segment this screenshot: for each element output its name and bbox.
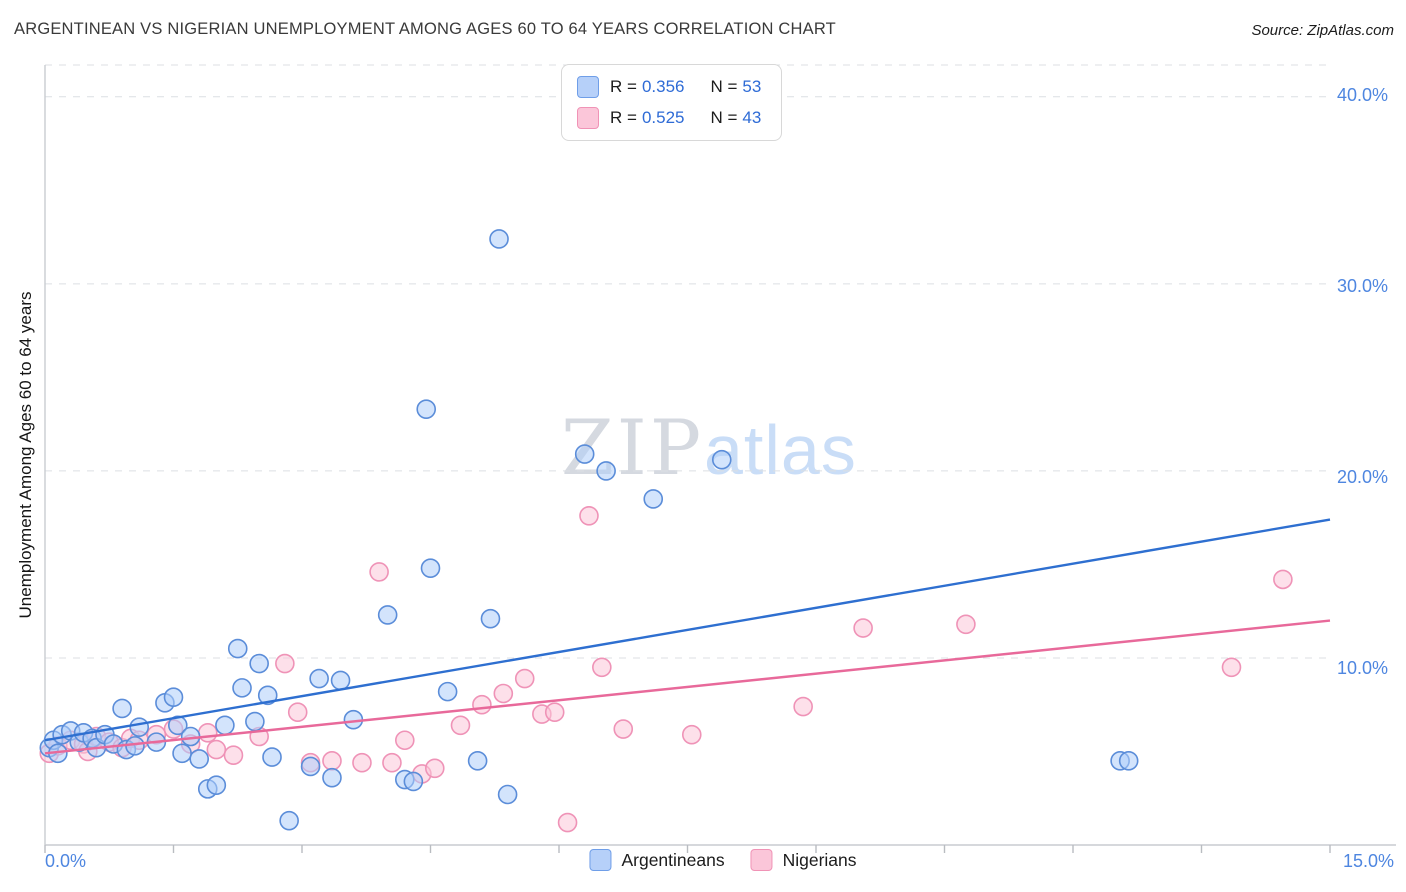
r-value: 0.525 [641,108,685,127]
data-point-argentineans [437,681,458,702]
y-tick-10: 10.0% [1337,658,1389,678]
data-point-argentineans [467,751,488,771]
r-label: R = [610,108,637,127]
data-point-nigerians [514,668,535,689]
data-point-argentineans [596,461,616,481]
n-value: 43 [742,108,762,127]
data-point-argentineans [232,678,252,698]
argentineans-swatch [577,76,599,98]
data-point-argentineans [330,670,351,691]
data-point-nigerians [352,752,372,773]
data-point-argentineans [206,775,227,795]
data-point-argentineans [215,715,235,736]
data-point-argentineans [262,747,282,767]
data-point-nigerians [275,653,295,674]
y-tick-40: 40.0% [1337,85,1389,105]
data-point-nigerians [592,657,612,678]
data-point-nigerians [223,745,244,766]
nigerians-swatch [750,849,773,871]
page-title: ARGENTINEAN VS NIGERIAN UNEMPLOYMENT AMO… [14,20,836,38]
data-point-nigerians [206,739,227,760]
data-point-nigerians [1221,657,1242,678]
n-value: 53 [742,77,762,96]
data-point-nigerians [382,752,402,773]
data-point-nigerians [450,715,471,736]
source-attribution: Source: ZipAtlas.com [1251,22,1394,39]
data-point-nigerians [681,724,702,745]
data-point-nigerians [956,614,976,635]
data-point-nigerians [472,694,492,715]
data-point-argentineans [189,749,209,769]
data-point-argentineans [1118,751,1139,771]
correlation-legend: R = 0.356 N = 53 R = 0.525 N = 43 [561,64,783,141]
data-point-argentineans [163,687,184,708]
data-point-nigerians [424,758,445,779]
data-point-argentineans [172,743,192,764]
data-point-argentineans [227,638,248,659]
data-point-argentineans [489,229,509,249]
r-value: 0.356 [641,77,685,96]
data-point-nigerians [1273,569,1293,590]
data-point-argentineans [279,810,299,831]
data-point-argentineans [416,399,437,419]
data-point-nigerians [394,730,415,751]
data-point-nigerians [613,719,634,739]
data-point-argentineans [711,449,732,470]
x-tick-min: 0.0% [45,851,87,871]
n-label: N = [710,108,738,127]
data-point-nigerians [544,702,565,722]
argentineans-swatch [589,849,612,871]
legend-item-nigerians: Nigerians [750,849,857,871]
data-point-argentineans [245,711,265,732]
data-point-argentineans [309,668,329,689]
data-point-argentineans [129,717,150,737]
data-point-nigerians [579,505,599,526]
legend-label-argentineans: Argentineans [621,849,725,870]
legend-label-nigerians: Nigerians [782,849,857,870]
data-point-nigerians [493,683,514,704]
data-point-argentineans [574,444,595,464]
data-point-argentineans [257,685,278,706]
data-point-nigerians [287,702,308,722]
data-point-argentineans [480,608,501,629]
legend-row-nigerians: R = 0.525 N = 43 [577,107,761,129]
data-point-argentineans [497,784,518,805]
data-point-argentineans [403,771,424,792]
data-point-argentineans [300,756,321,777]
data-point-nigerians [322,751,342,771]
data-point-argentineans [643,489,664,509]
data-point-nigerians [197,722,218,743]
series-legend: Argentineans Nigerians [589,849,857,871]
data-point-nigerians [793,696,813,717]
data-point-argentineans [322,767,342,788]
y-tick-30: 30.0% [1337,276,1389,296]
r-label: R = [610,77,637,96]
y-tick-20: 20.0% [1337,467,1389,487]
data-point-argentineans [112,698,132,719]
data-point-nigerians [369,562,389,582]
n-label: N = [710,77,738,96]
legend-row-argentineans: R = 0.356 N = 53 [577,76,761,98]
x-tick-max: 15.0% [1342,851,1394,871]
nigerians-swatch [577,107,599,129]
data-point-nigerians [557,812,578,833]
data-point-argentineans [377,605,398,625]
data-point-argentineans [420,558,441,578]
trend-line-argentineans [44,518,1331,742]
legend-item-argentineans: Argentineans [589,849,725,871]
watermark-atlas: atlas [703,411,857,489]
data-point-nigerians [853,618,873,638]
data-point-argentineans [249,653,269,674]
trend-line-nigerians [44,619,1331,755]
